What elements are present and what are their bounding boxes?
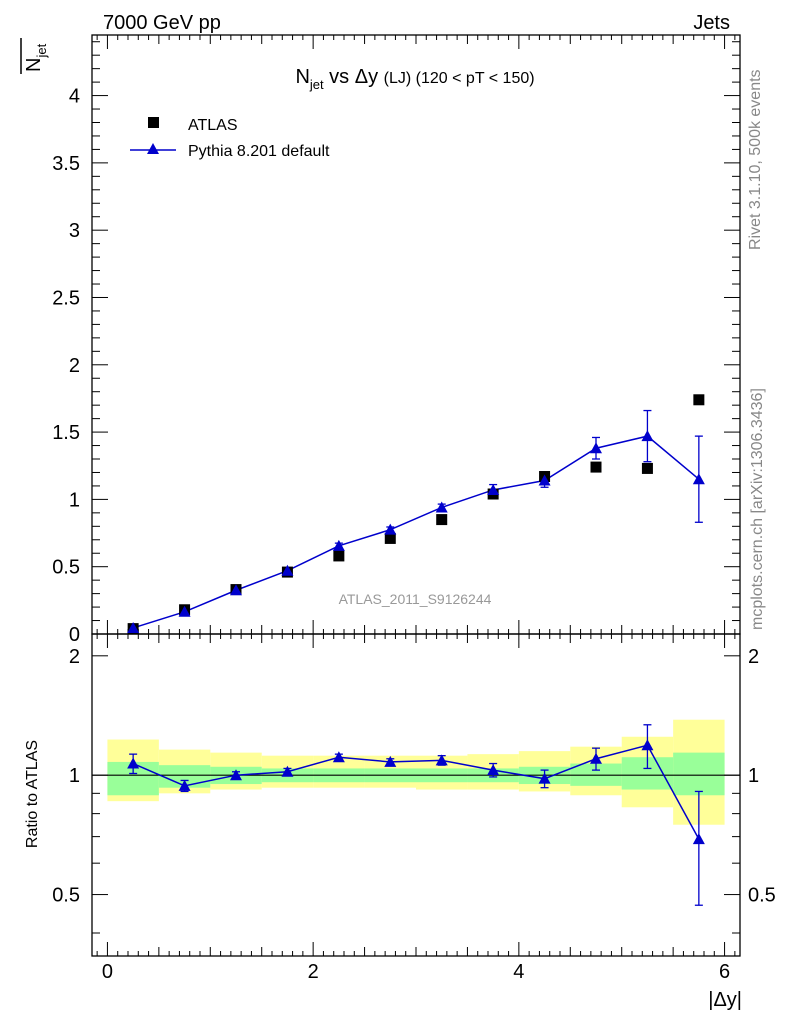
y-tick-label: 2 bbox=[69, 355, 80, 377]
mc-point bbox=[127, 621, 140, 633]
ratio-y-tick-label: 0.5 bbox=[52, 885, 80, 907]
ratio-mc-point bbox=[487, 764, 500, 776]
mc-point bbox=[178, 605, 191, 617]
data-point bbox=[693, 394, 705, 406]
data-point bbox=[384, 532, 396, 544]
mc-point bbox=[384, 523, 397, 535]
data-point bbox=[436, 514, 448, 526]
mc-point bbox=[332, 539, 345, 551]
xlabel: |Δy| bbox=[708, 989, 742, 1011]
ratio-mc-point bbox=[641, 739, 654, 751]
rivet-label: Rivet 3.1.10, 500k events bbox=[747, 69, 764, 250]
data-point bbox=[333, 550, 345, 562]
ratio-y-tick-label-right: 2 bbox=[748, 646, 759, 668]
legend-data-label: ATLAS bbox=[188, 117, 238, 134]
band-inner-bin bbox=[158, 765, 211, 788]
mc-point bbox=[692, 473, 705, 485]
y-tick-label: 3.5 bbox=[52, 153, 80, 175]
ratio-y-tick-label-right: 1 bbox=[748, 765, 759, 787]
ratio-mc-point bbox=[435, 754, 448, 766]
legend-mc-marker bbox=[147, 143, 159, 154]
watermark: ATLAS_2011_S9126244 bbox=[339, 591, 492, 607]
y-tick-label: 1 bbox=[69, 489, 80, 511]
x-tick-label: 2 bbox=[308, 961, 319, 983]
y-tick-label: 0 bbox=[69, 624, 80, 646]
ratio-mc-point bbox=[178, 779, 191, 791]
ratio-mc-point bbox=[538, 772, 551, 784]
y-tick-label: 3 bbox=[69, 220, 80, 242]
mc-point bbox=[230, 584, 242, 596]
main-panel: 0 0.5 1 1.5 2 2.5 3 3.5 4 bbox=[52, 34, 741, 646]
ylabel-ratio: Ratio to ATLAS bbox=[24, 740, 41, 848]
y-tick-label: 1.5 bbox=[52, 422, 80, 444]
mcplots-label: mcplots.cern.ch [arXiv:1306.3436] bbox=[749, 388, 766, 630]
y-tick-label: 4 bbox=[69, 86, 80, 108]
ratio-mc-point bbox=[332, 751, 345, 763]
ylabel-main: Njet bbox=[20, 38, 49, 74]
mc-point bbox=[281, 564, 294, 576]
header-left: 7000 GeV pp bbox=[103, 12, 221, 34]
y-tick-label: 2.5 bbox=[52, 287, 80, 309]
ratio-mc-point bbox=[281, 765, 294, 777]
legend: ATLAS Pythia 8.201 default bbox=[130, 117, 330, 160]
ratio-mc-point bbox=[230, 769, 242, 781]
x-tick-label: 0 bbox=[102, 961, 113, 983]
data-point bbox=[590, 461, 602, 473]
mc-point bbox=[435, 501, 448, 513]
legend-data-marker bbox=[148, 117, 159, 128]
title-subscript: jet bbox=[309, 77, 324, 92]
y-tick-label: 0.5 bbox=[52, 557, 80, 579]
ratio-mc-point bbox=[590, 752, 602, 764]
ratio-y-tick-label: 1 bbox=[69, 765, 80, 787]
ratio-y-tick-label: 2 bbox=[69, 646, 80, 668]
mc-point bbox=[590, 442, 602, 454]
ratio-y-tick-label-right: 0.5 bbox=[748, 885, 776, 907]
svg-text:Njet: Njet bbox=[23, 43, 49, 72]
chart-title: Njet vs Δy (LJ) (120 < pT < 150) bbox=[295, 66, 534, 92]
mc-line bbox=[132, 435, 700, 629]
legend-mc-label: Pythia 8.201 default bbox=[188, 143, 330, 160]
header-right: Jets bbox=[693, 12, 730, 34]
x-tick-label: 4 bbox=[513, 961, 524, 983]
ratio-mc-point bbox=[384, 755, 397, 767]
mc-point bbox=[538, 474, 551, 486]
ratio-mc-point bbox=[127, 757, 140, 769]
band-inner-bin bbox=[673, 752, 725, 796]
mc-point bbox=[487, 483, 500, 495]
ratio-mc-line bbox=[132, 744, 700, 840]
mc-point bbox=[641, 430, 654, 442]
x-tick-label: 6 bbox=[719, 961, 730, 983]
ratio-mc-point bbox=[692, 833, 705, 845]
ratio-panel: 0 2 4 6 0.5 0.5 1 1 2 2 bbox=[52, 633, 776, 983]
data-point bbox=[641, 462, 653, 474]
